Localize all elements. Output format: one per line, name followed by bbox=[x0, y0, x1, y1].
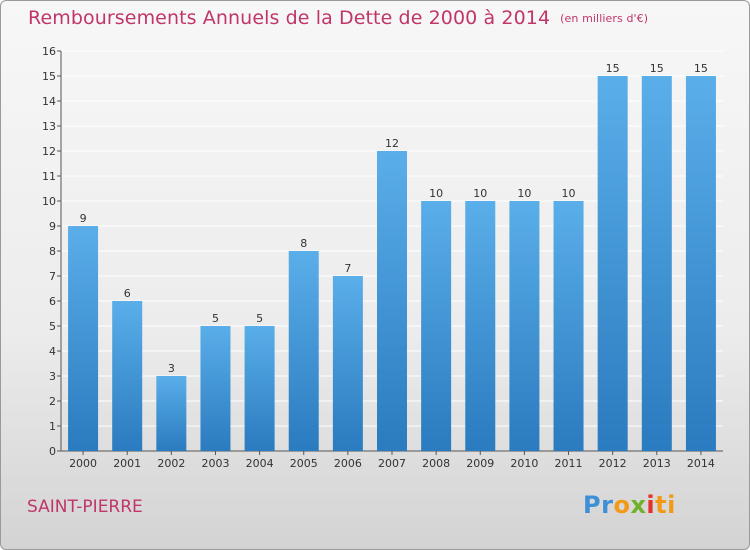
y-tick-label: 14 bbox=[42, 95, 56, 108]
x-tick-label-2009: 2009 bbox=[466, 457, 494, 470]
data-label-2000: 9 bbox=[80, 212, 87, 225]
bar-2004 bbox=[244, 326, 275, 451]
y-tick-label: 15 bbox=[42, 70, 56, 83]
data-label-2001: 6 bbox=[124, 287, 131, 300]
x-tick-label-2007: 2007 bbox=[378, 457, 406, 470]
y-tick-label: 0 bbox=[49, 445, 56, 458]
x-tick-label-2011: 2011 bbox=[555, 457, 583, 470]
y-tick-label: 10 bbox=[42, 195, 56, 208]
y-tick-label: 11 bbox=[42, 170, 56, 183]
chart-unit: (en milliers d'€) bbox=[560, 12, 649, 25]
data-label-2002: 3 bbox=[168, 362, 175, 375]
labels: 0123456789101112131415169200062001320025… bbox=[42, 45, 715, 470]
bar-2013 bbox=[641, 76, 672, 451]
bar-2012 bbox=[597, 76, 628, 451]
bar-2010 bbox=[509, 201, 540, 451]
data-label-2011: 10 bbox=[562, 187, 576, 200]
town-name: SAINT-PIERRE bbox=[27, 497, 143, 517]
bar-2002 bbox=[156, 376, 187, 451]
data-label-2005: 8 bbox=[300, 237, 307, 250]
y-tick-label: 3 bbox=[49, 370, 56, 383]
x-tick-label-2014: 2014 bbox=[687, 457, 715, 470]
data-label-2008: 10 bbox=[429, 187, 443, 200]
y-tick-label: 12 bbox=[42, 145, 56, 158]
y-tick-label: 5 bbox=[49, 320, 56, 333]
data-label-2014: 15 bbox=[694, 62, 708, 75]
bar-2000 bbox=[68, 226, 99, 451]
y-tick-label: 16 bbox=[42, 45, 56, 58]
bar-2007 bbox=[377, 151, 407, 451]
x-tick-label-2003: 2003 bbox=[201, 457, 229, 470]
data-label-2007: 12 bbox=[385, 137, 399, 150]
x-tick-label-2001: 2001 bbox=[113, 457, 141, 470]
data-label-2009: 10 bbox=[473, 187, 487, 200]
bar-2006 bbox=[332, 276, 363, 451]
data-label-2006: 7 bbox=[344, 262, 351, 275]
data-label-2010: 10 bbox=[517, 187, 531, 200]
bar-2001 bbox=[112, 301, 143, 451]
chart-title: Remboursements Annuels de la Dette de 20… bbox=[28, 7, 648, 29]
bar-2011 bbox=[553, 201, 584, 451]
data-label-2003: 5 bbox=[212, 312, 219, 325]
data-label-2004: 5 bbox=[256, 312, 263, 325]
x-tick-label-2004: 2004 bbox=[246, 457, 274, 470]
bar-2014 bbox=[685, 76, 716, 451]
y-tick-label: 1 bbox=[49, 420, 56, 433]
bar-2005 bbox=[288, 251, 319, 451]
x-tick-label-2008: 2008 bbox=[422, 457, 450, 470]
bar-2009 bbox=[465, 201, 496, 451]
chart-title-text: Remboursements Annuels de la Dette de 20… bbox=[28, 7, 551, 29]
y-tick-label: 8 bbox=[49, 245, 56, 258]
x-tick-label-2012: 2012 bbox=[599, 457, 627, 470]
x-tick-label-2002: 2002 bbox=[157, 457, 185, 470]
x-tick-label-2013: 2013 bbox=[643, 457, 671, 470]
x-tick-label-2005: 2005 bbox=[290, 457, 318, 470]
x-tick-label-2010: 2010 bbox=[510, 457, 538, 470]
data-label-2013: 15 bbox=[650, 62, 664, 75]
y-tick-label: 4 bbox=[49, 345, 56, 358]
x-tick-label-2000: 2000 bbox=[69, 457, 97, 470]
y-tick-label: 7 bbox=[49, 270, 56, 283]
y-tick-label: 13 bbox=[42, 120, 56, 133]
bars bbox=[68, 76, 716, 451]
y-tick-label: 2 bbox=[49, 395, 56, 408]
data-label-2012: 15 bbox=[606, 62, 620, 75]
proxiti-logo: Proxiti bbox=[583, 491, 676, 519]
x-tick-label-2006: 2006 bbox=[334, 457, 362, 470]
y-tick-label: 6 bbox=[49, 295, 56, 308]
bar-2008 bbox=[421, 201, 452, 451]
y-tick-label: 9 bbox=[49, 220, 56, 233]
bar-2003 bbox=[200, 326, 231, 451]
